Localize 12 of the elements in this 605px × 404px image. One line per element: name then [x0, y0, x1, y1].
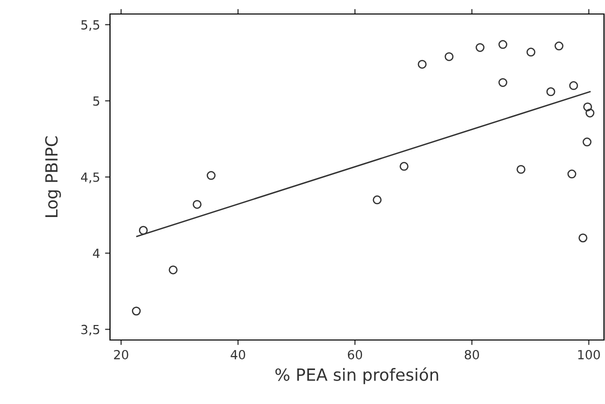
- y-tick-label: 4,5: [81, 172, 100, 184]
- x-axis-title: % PEA sin profesión: [275, 367, 438, 384]
- y-tick-label: 5,5: [81, 20, 100, 31]
- y-tick-label: 5: [93, 96, 100, 106]
- x-tick-label: 80: [464, 350, 479, 360]
- x-tick-label: 20: [114, 350, 128, 360]
- x-tick-label: 60: [348, 350, 362, 360]
- x-tick-label: 100: [578, 350, 600, 360]
- x-tick-label: 40: [230, 350, 246, 360]
- y-tick-label: 3,5: [81, 324, 100, 336]
- y-tick-label: 4: [92, 248, 100, 258]
- y-axis-title: Log PBIPC: [45, 136, 61, 217]
